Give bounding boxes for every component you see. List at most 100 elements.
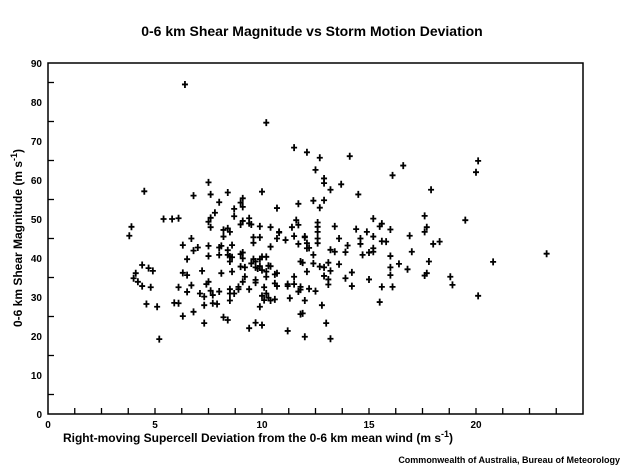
data-point bbox=[295, 288, 302, 296]
credit-text: Commonwealth of Australia, Bureau of Met… bbox=[398, 455, 620, 465]
data-point bbox=[430, 240, 437, 248]
data-point bbox=[175, 299, 182, 307]
data-point bbox=[226, 228, 233, 236]
data-point bbox=[237, 199, 244, 207]
data-point bbox=[338, 180, 345, 188]
data-point bbox=[301, 297, 308, 305]
data-point bbox=[265, 294, 272, 302]
data-point bbox=[423, 223, 430, 231]
data-point bbox=[263, 253, 270, 261]
y-tick-label: 50 bbox=[31, 215, 43, 226]
data-point bbox=[295, 200, 302, 208]
data-point bbox=[475, 292, 482, 300]
data-point bbox=[256, 233, 263, 241]
data-point bbox=[207, 223, 214, 231]
data-point bbox=[132, 269, 139, 277]
data-point bbox=[231, 289, 238, 297]
data-point bbox=[342, 248, 349, 256]
data-point bbox=[226, 252, 233, 260]
data-point bbox=[310, 259, 317, 267]
data-point bbox=[224, 224, 231, 232]
data-point bbox=[406, 232, 413, 240]
data-point bbox=[201, 319, 208, 327]
data-point bbox=[252, 258, 259, 266]
data-point bbox=[475, 157, 482, 165]
data-point bbox=[194, 243, 201, 251]
data-point bbox=[130, 274, 137, 282]
data-point bbox=[387, 226, 394, 234]
data-point bbox=[175, 283, 182, 291]
data-point bbox=[325, 259, 332, 267]
data-point bbox=[291, 144, 298, 152]
data-point bbox=[239, 254, 246, 262]
data-point bbox=[156, 335, 163, 343]
data-point bbox=[143, 300, 150, 308]
data-point bbox=[134, 278, 141, 286]
data-point bbox=[139, 261, 146, 269]
data-point bbox=[267, 223, 274, 231]
data-point bbox=[387, 252, 394, 260]
data-point bbox=[201, 301, 208, 309]
data-point bbox=[348, 282, 355, 290]
data-point bbox=[276, 229, 283, 237]
data-point bbox=[421, 228, 428, 236]
data-point bbox=[301, 233, 308, 241]
data-point bbox=[190, 308, 197, 316]
data-point bbox=[256, 303, 263, 311]
data-point bbox=[376, 222, 383, 230]
data-point bbox=[387, 263, 394, 271]
data-point bbox=[205, 218, 212, 226]
data-point bbox=[314, 239, 321, 247]
data-point bbox=[306, 244, 313, 252]
data-point bbox=[216, 251, 223, 259]
data-point bbox=[231, 205, 238, 213]
data-point bbox=[389, 283, 396, 291]
data-point bbox=[259, 188, 265, 196]
y-tick-label: 20 bbox=[31, 332, 43, 343]
x-tick-label: 10 bbox=[256, 420, 268, 431]
data-point bbox=[353, 225, 360, 233]
data-point bbox=[205, 178, 212, 186]
data-point bbox=[205, 242, 212, 250]
chart-title: 0-6 km Shear Magnitude vs Storm Motion D… bbox=[141, 23, 483, 39]
data-point bbox=[293, 216, 300, 224]
data-point bbox=[250, 239, 257, 247]
data-point bbox=[389, 171, 396, 179]
data-point bbox=[261, 296, 268, 304]
data-point bbox=[211, 209, 218, 217]
data-point bbox=[286, 294, 293, 302]
y-tick-label: 60 bbox=[31, 176, 43, 187]
data-point bbox=[423, 269, 430, 277]
data-point bbox=[224, 316, 231, 324]
data-point bbox=[214, 300, 221, 308]
data-point bbox=[291, 280, 298, 288]
data-point bbox=[321, 179, 328, 187]
data-point bbox=[179, 312, 186, 320]
data-point bbox=[207, 190, 214, 198]
data-point bbox=[259, 266, 265, 274]
x-tick-label: 15 bbox=[363, 420, 375, 431]
data-point bbox=[218, 242, 225, 250]
data-point bbox=[447, 273, 454, 281]
data-point bbox=[196, 289, 203, 297]
data-point bbox=[303, 148, 310, 156]
data-point bbox=[224, 188, 231, 196]
data-point bbox=[284, 327, 291, 335]
data-point bbox=[141, 187, 148, 195]
data-point bbox=[248, 259, 255, 267]
data-point bbox=[331, 222, 338, 230]
data-point bbox=[400, 162, 407, 170]
data-point bbox=[383, 238, 390, 246]
data-point bbox=[421, 212, 428, 220]
data-point bbox=[310, 197, 317, 205]
data-point bbox=[239, 278, 246, 286]
data-point bbox=[342, 274, 349, 282]
data-point bbox=[299, 309, 306, 317]
data-points bbox=[126, 80, 550, 343]
data-point bbox=[261, 283, 268, 291]
data-point bbox=[303, 268, 310, 276]
data-point bbox=[295, 221, 302, 229]
data-point bbox=[188, 235, 195, 242]
data-point bbox=[231, 212, 238, 220]
